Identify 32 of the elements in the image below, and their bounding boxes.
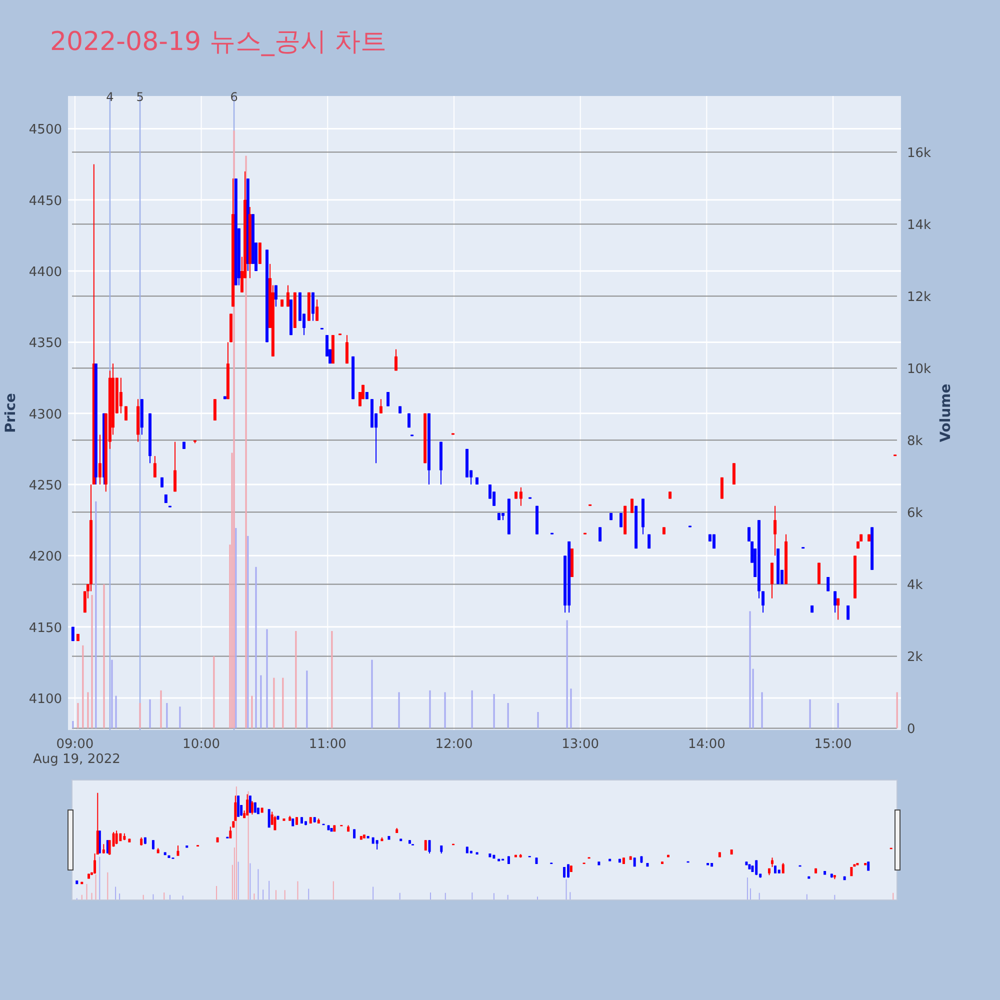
y-tick-label: 4300 <box>28 407 62 422</box>
y-tick-label: 4350 <box>28 336 62 352</box>
y2-tick-label: 10k <box>907 362 932 378</box>
y2-tick-label: 4k <box>907 578 924 594</box>
annotation: 4 <box>106 90 114 104</box>
y-tick-label: 4500 <box>28 122 62 138</box>
y2-tick-label: 12k <box>907 290 932 306</box>
y2-tick-label: 8k <box>907 434 924 450</box>
y-tick-label: 4400 <box>28 265 62 280</box>
annotation: 5 <box>136 90 144 104</box>
x-tick-label: 09:00 <box>56 737 94 752</box>
x-tick-label: 14:00 <box>688 737 726 752</box>
y-axis-title: Price <box>3 393 19 433</box>
y-tick-label: 4150 <box>28 620 62 636</box>
x-tick-label: 13:00 <box>562 737 600 752</box>
x-tick-label: 11:00 <box>308 737 346 752</box>
y2-axis-title: Volume <box>938 384 954 442</box>
text: Aug 19, 2022 <box>33 752 120 767</box>
x-tick-label: 15:00 <box>814 737 852 752</box>
y-tick-label: 4250 <box>28 478 62 494</box>
y-tick-label: 4100 <box>28 692 62 707</box>
y2-tick-label: 14k <box>907 218 932 234</box>
y-tick-label: 4450 <box>28 194 62 209</box>
x-tick-label: 10:00 <box>182 737 220 752</box>
x-tick-label: 12:00 <box>435 737 473 752</box>
title: 2022-08-19 뉴스_공시 차트 <box>50 27 387 57</box>
y-tick-label: 4200 <box>28 550 62 565</box>
annotation: 6 <box>230 90 238 104</box>
y2-tick-label: 16k <box>907 146 932 162</box>
y2-tick-label: 6k <box>907 506 924 522</box>
y2-tick-label: 0 <box>907 722 916 738</box>
y2-tick-label: 2k <box>907 650 924 666</box>
